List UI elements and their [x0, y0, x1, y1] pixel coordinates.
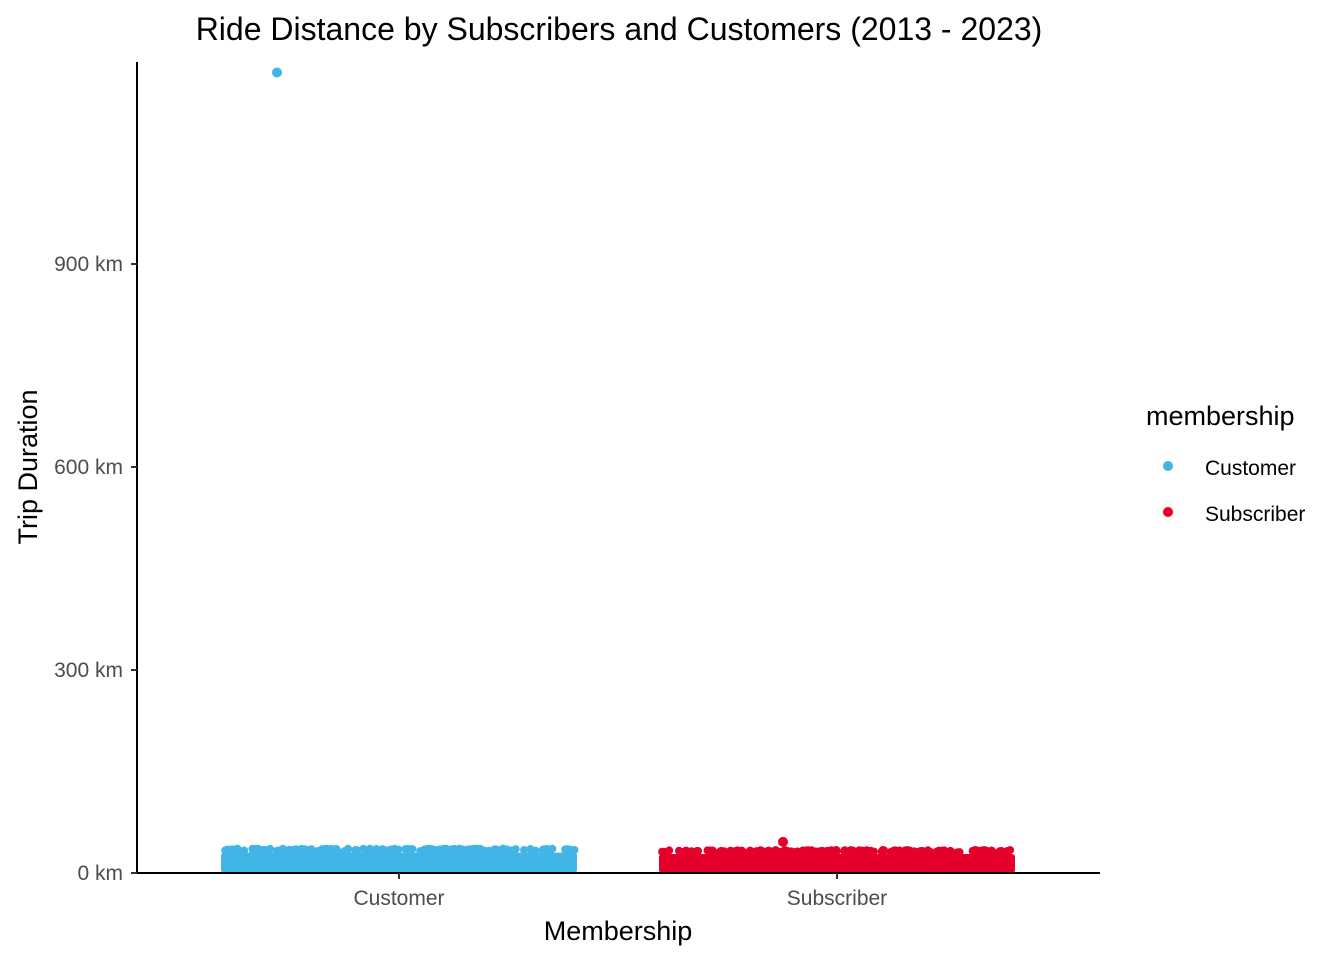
- plot-marks: [221, 67, 1015, 873]
- x-axis-ticks: Customer Subscriber: [353, 873, 887, 910]
- data-point: [730, 847, 739, 856]
- data-point: [840, 848, 849, 857]
- data-point: [777, 847, 786, 856]
- series-subscriber: [658, 836, 1015, 873]
- y-tick-label: 600 km: [54, 456, 123, 479]
- data-point: [319, 846, 328, 855]
- outlier-point: [778, 836, 788, 847]
- data-point: [511, 845, 520, 854]
- data-point: [832, 846, 841, 854]
- y-tick-label: 0 km: [77, 862, 123, 885]
- series-customer: [221, 67, 579, 873]
- data-point: [229, 845, 238, 854]
- data-point: [704, 846, 713, 855]
- data-point: [538, 846, 547, 855]
- data-point: [520, 846, 529, 854]
- data-point: [284, 847, 293, 856]
- data-point: [901, 846, 910, 855]
- data-point: [307, 845, 316, 854]
- legend-label-customer: Customer: [1205, 457, 1296, 480]
- data-point: [371, 846, 380, 855]
- data-point: [946, 847, 955, 856]
- data-point: [254, 844, 263, 853]
- data-point: [419, 847, 428, 855]
- data-point: [272, 847, 281, 856]
- legend-key-customer: [1163, 461, 1173, 471]
- data-point: [659, 847, 668, 856]
- data-point: [782, 847, 791, 856]
- data-point: [752, 847, 761, 856]
- point-cloud-subscriber: [659, 853, 1015, 873]
- data-point: [405, 846, 414, 854]
- data-point: [333, 847, 342, 856]
- legend-key-subscriber: [1163, 507, 1173, 517]
- data-point: [982, 848, 991, 857]
- data-point: [344, 844, 352, 853]
- y-axis-ticks: 0 km 300 km 600 km 900 km: [54, 253, 137, 885]
- legend-label-subscriber: Subscriber: [1205, 503, 1305, 526]
- data-point: [877, 847, 886, 856]
- data-point: [444, 845, 453, 854]
- outlier-point: [272, 67, 282, 78]
- data-point: [499, 846, 508, 855]
- data-point: [953, 848, 962, 857]
- data-point: [936, 847, 945, 856]
- data-point: [869, 847, 878, 856]
- data-point: [717, 846, 726, 855]
- data-point: [1003, 847, 1012, 855]
- data-point: [997, 847, 1006, 855]
- data-point: [857, 847, 866, 856]
- data-point: [394, 845, 403, 854]
- data-point: [569, 846, 578, 855]
- data-point: [548, 844, 557, 853]
- data-point: [694, 847, 702, 855]
- data-point: [531, 846, 540, 855]
- data-point: [740, 848, 749, 857]
- data-point: [492, 846, 501, 855]
- y-tick-label: 300 km: [54, 659, 123, 682]
- data-point: [811, 847, 820, 856]
- data-point: [301, 846, 310, 855]
- data-point: [425, 845, 434, 854]
- legend: membership Customer Subscriber: [1146, 401, 1305, 526]
- legend-title: membership: [1146, 401, 1295, 431]
- data-point: [969, 847, 977, 856]
- data-point: [683, 848, 692, 857]
- y-tick-label: 900 km: [54, 253, 123, 276]
- point-cloud-customer: [221, 852, 577, 873]
- y-axis-title: Trip Duration: [13, 389, 43, 544]
- data-point: [889, 848, 898, 856]
- x-tick-label: Customer: [353, 887, 444, 910]
- data-point: [916, 847, 925, 856]
- x-tick-label: Subscriber: [787, 887, 887, 910]
- chart-title: Ride Distance by Subscribers and Custome…: [196, 11, 1043, 47]
- data-point: [386, 845, 395, 854]
- x-axis-title: Membership: [544, 916, 693, 946]
- data-point: [466, 845, 475, 854]
- data-point: [819, 847, 828, 856]
- data-point: [846, 846, 855, 855]
- data-point: [454, 846, 463, 854]
- data-point: [473, 845, 482, 854]
- data-point: [362, 846, 370, 855]
- data-point: [353, 846, 362, 855]
- data-point: [260, 846, 269, 855]
